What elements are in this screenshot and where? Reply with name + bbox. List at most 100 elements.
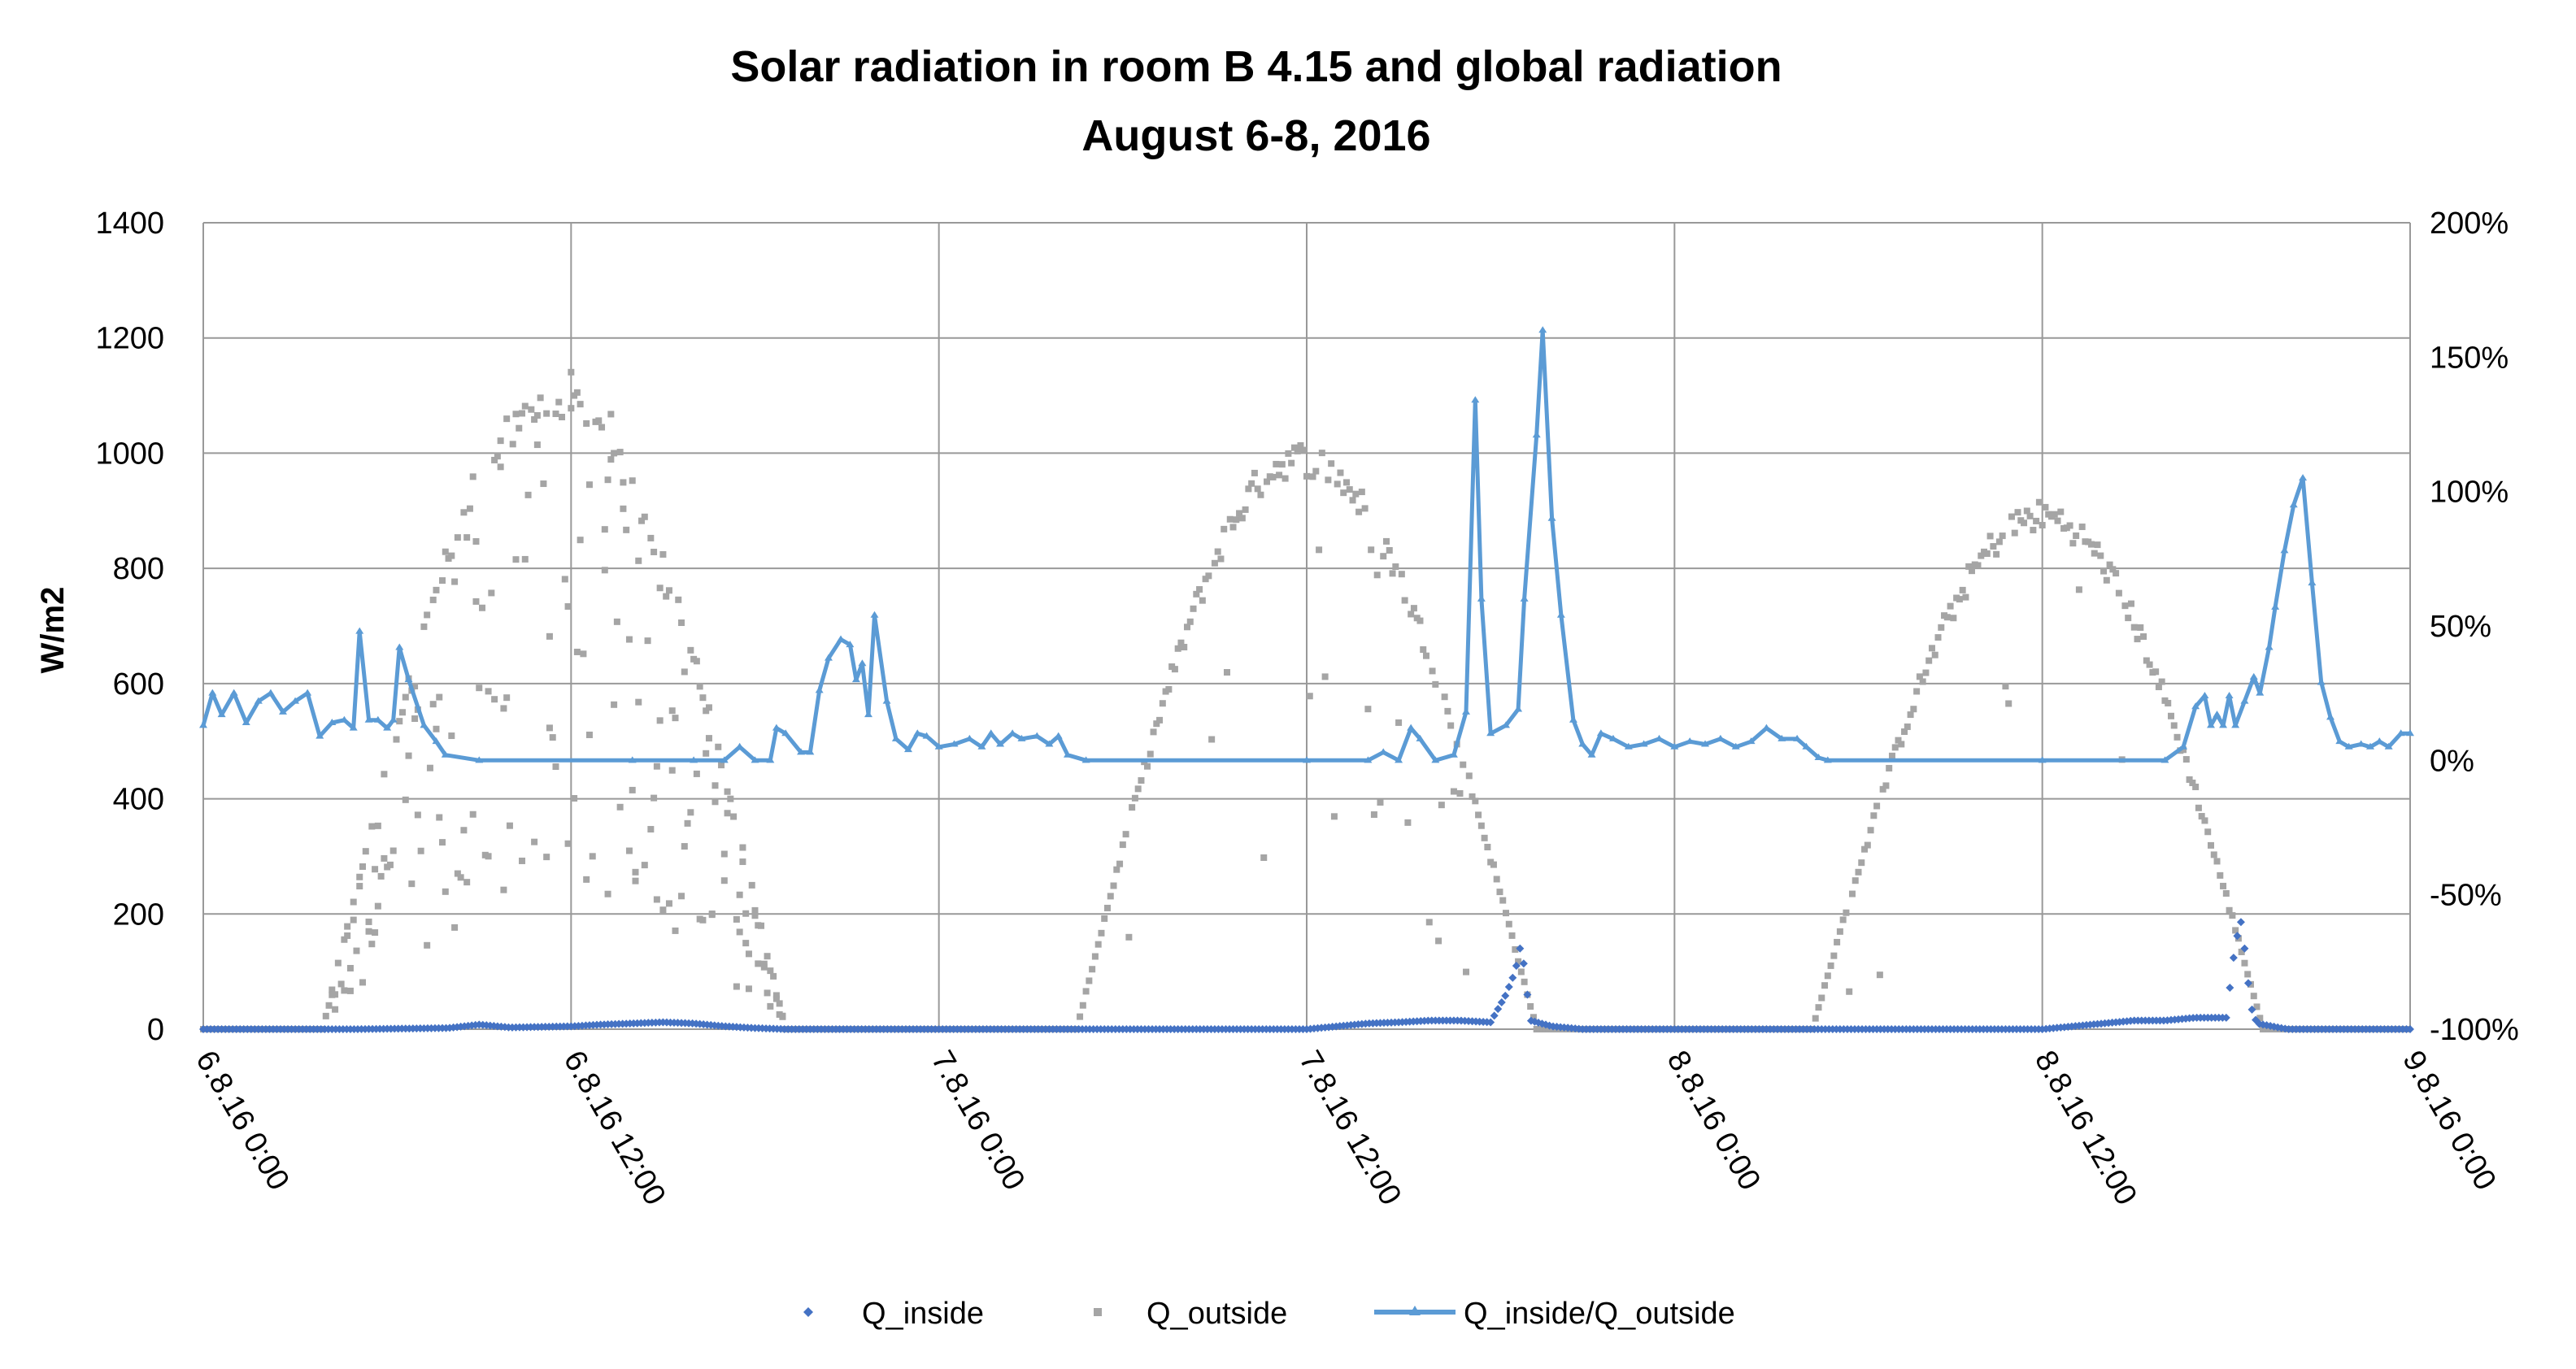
q-outside-point (2042, 503, 2049, 511)
q-outside-point (469, 811, 476, 818)
q-outside-point (1818, 994, 1825, 1002)
q-outside-point (1193, 590, 1200, 598)
q-outside-point (1190, 605, 1197, 612)
y-tick-label: 1200 (95, 322, 164, 356)
q-outside-point (585, 481, 593, 489)
legend-marker-q-inside (803, 1307, 813, 1317)
q-outside-point (1245, 485, 1252, 493)
q-outside-point (1827, 962, 1834, 969)
q-outside-point (1386, 546, 1393, 554)
q-inside-point (1523, 990, 1532, 999)
q-outside-point (1943, 614, 1951, 621)
q-outside-point (1444, 707, 1451, 715)
q-outside-point (1456, 790, 1464, 797)
q-outside-point (509, 441, 516, 448)
y2-tick-label: 50% (2430, 610, 2491, 644)
q-outside-point (2125, 615, 2132, 622)
q-outside-point (365, 928, 372, 935)
q-outside-point (625, 847, 633, 854)
ratio-point (1395, 756, 1403, 763)
ratio-point (303, 689, 312, 696)
q-outside-point (521, 402, 529, 410)
q-outside-point (1870, 812, 1878, 819)
ratio-point (395, 643, 404, 650)
x-tick-label: 8.8.16 12:00 (2028, 1045, 2143, 1211)
q-outside-point (1401, 597, 1408, 604)
x-tick-label: 6.8.16 0:00 (189, 1045, 295, 1197)
y-tick-label: 1400 (95, 206, 164, 241)
ratio-point (2225, 691, 2234, 698)
q-outside-point (733, 983, 740, 990)
q-outside-point (2204, 828, 2212, 836)
q-outside-point (1086, 977, 1093, 984)
chart-subtitle: August 6-8, 2016 (1081, 111, 1430, 160)
q-outside-point (439, 577, 446, 585)
ratio-point (797, 748, 806, 755)
q-outside-point (1288, 459, 1295, 467)
ratio-point (383, 724, 392, 731)
ratio-point (279, 707, 288, 715)
q-outside-point (1999, 532, 2006, 540)
y2-axis-ticks: -100% -50% 0% 50% 100% 150% 200% (2430, 206, 2519, 1047)
q-outside-point (405, 752, 412, 759)
q-outside-point (1410, 605, 1417, 612)
q-outside-point (524, 491, 532, 498)
q-outside-point (607, 411, 615, 418)
grid-lines (202, 222, 2411, 1030)
q-outside-point (718, 762, 725, 769)
q-outside-point (751, 906, 759, 914)
ratio-point (349, 724, 358, 731)
q-outside-point (1343, 479, 1351, 486)
q-outside-point (537, 394, 544, 402)
q-outside-point (659, 906, 667, 914)
q-outside-point (552, 763, 559, 771)
q-outside-point (341, 987, 348, 994)
q-outside-point (1512, 945, 1519, 953)
q-outside-point (346, 987, 354, 994)
q-outside-point (372, 929, 379, 937)
q-outside-point (454, 534, 461, 541)
q-outside-point (659, 550, 667, 558)
q-outside-point (772, 992, 780, 999)
q-outside-point (463, 879, 471, 886)
q-outside-point (730, 813, 738, 820)
ratio-point (364, 715, 373, 723)
q-outside-point (1898, 741, 1905, 748)
q-outside-point (1281, 475, 1289, 482)
q-outside-point (420, 623, 428, 630)
q-outside-point (1125, 933, 1133, 941)
q-outside-point (1077, 1013, 1084, 1020)
q-outside-point (365, 918, 372, 925)
ratio-point (864, 711, 872, 718)
q-outside-point (727, 795, 734, 802)
q-outside-point (389, 847, 397, 854)
ratio-point (1514, 705, 1523, 712)
q-inside-point (1486, 1018, 1495, 1027)
q-outside-point (616, 803, 624, 811)
q-outside-point (1995, 538, 2003, 545)
ratio-point (996, 740, 1005, 747)
q-outside-point (1177, 639, 1185, 646)
q-outside-point (663, 593, 670, 600)
q-outside-point (2244, 971, 2252, 978)
chart-title: Solar radiation in room B 4.15 and globa… (730, 42, 1782, 91)
q-outside-point (540, 480, 547, 488)
q-outside-point (1408, 611, 1415, 618)
q-outside-point (1968, 567, 1975, 575)
q-outside-point (1269, 473, 1277, 480)
q-outside-point (2023, 507, 2030, 515)
q-outside-point (451, 924, 459, 931)
q-outside-point (573, 389, 581, 396)
q-outside-point (1119, 841, 1126, 849)
ratio-point (2280, 546, 2289, 554)
q-outside-point (393, 736, 400, 743)
q-outside-point (1101, 915, 1108, 922)
q-outside-point (1223, 669, 1230, 676)
ratio-point (922, 732, 931, 739)
ratio-point (1431, 756, 1440, 763)
q-outside-point (1153, 720, 1160, 728)
ratio-point (1578, 740, 1587, 747)
q-outside-point (1916, 673, 1923, 680)
q-outside-point (585, 731, 593, 738)
ratio-point (2396, 729, 2405, 737)
